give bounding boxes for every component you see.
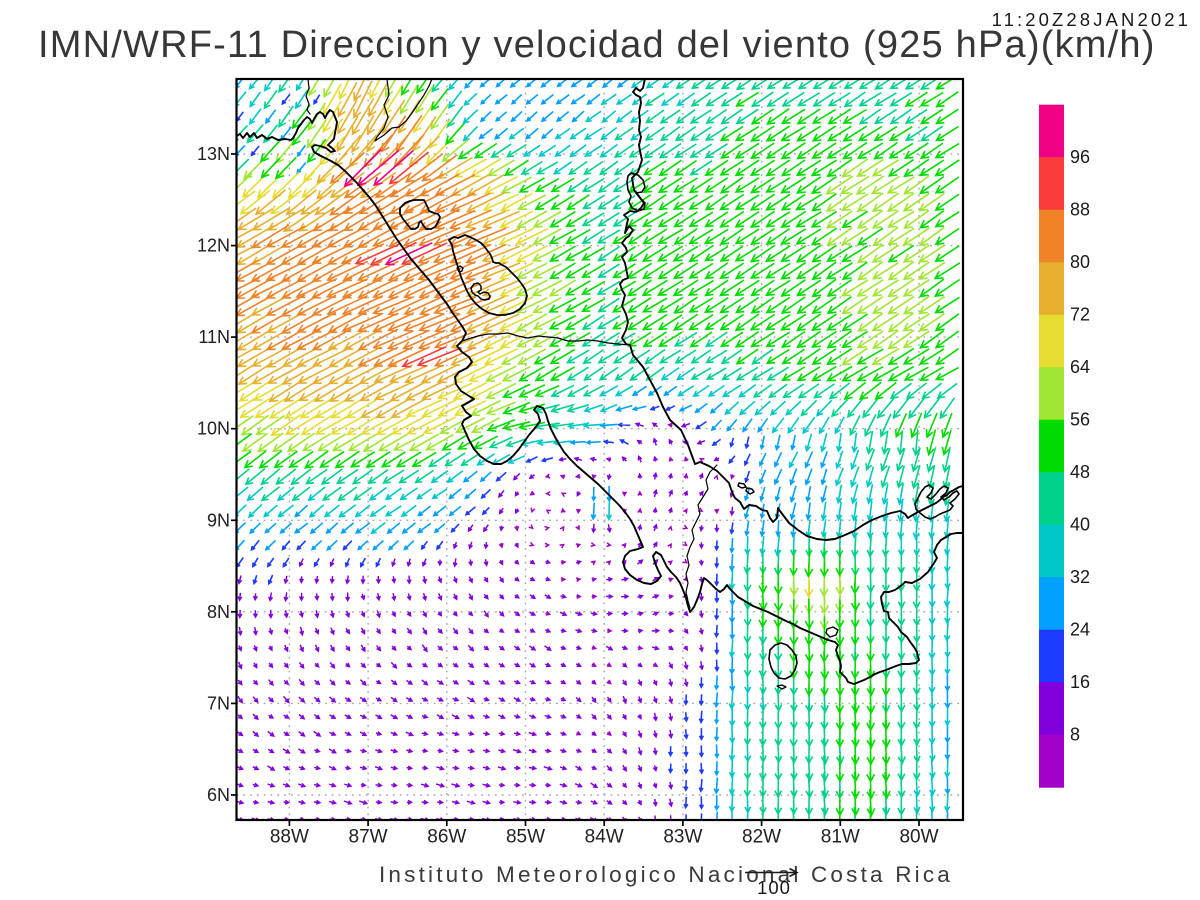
svg-text:80: 80 [1070,252,1090,272]
svg-text:88: 88 [1070,200,1090,220]
svg-text:82W: 82W [742,827,781,848]
svg-text:9N: 9N [207,510,230,530]
svg-text:88W: 88W [270,827,309,848]
svg-text:10N: 10N [197,419,230,439]
svg-text:85W: 85W [506,827,545,848]
svg-text:Instituto Meteorologico Nacion: Instituto Meteorologico Nacional Costa R… [379,862,953,887]
svg-text:8N: 8N [207,602,230,622]
svg-text:12N: 12N [197,236,230,256]
svg-text:72: 72 [1070,305,1090,325]
svg-text:11:20Z28JAN2021: 11:20Z28JAN2021 [992,9,1191,30]
svg-text:87W: 87W [349,827,388,848]
svg-text:64: 64 [1070,357,1090,377]
svg-text:96: 96 [1070,147,1090,167]
svg-text:8: 8 [1070,725,1080,745]
svg-text:84W: 84W [585,827,624,848]
svg-text:32: 32 [1070,567,1090,587]
svg-text:IMN/WRF-11 Direccion y velocid: IMN/WRF-11 Direccion y velocidad del vie… [38,24,1156,66]
svg-text:80W: 80W [899,827,938,848]
svg-text:81W: 81W [821,827,860,848]
svg-text:100: 100 [757,877,791,898]
svg-text:48: 48 [1070,462,1090,482]
svg-text:56: 56 [1070,410,1090,430]
svg-text:13N: 13N [197,144,230,164]
svg-text:40: 40 [1070,515,1090,535]
svg-text:16: 16 [1070,672,1090,692]
svg-text:6N: 6N [207,785,230,805]
svg-text:83W: 83W [663,827,702,848]
svg-text:24: 24 [1070,620,1090,640]
svg-text:86W: 86W [427,827,466,848]
svg-text:11N: 11N [198,327,230,347]
svg-text:7N: 7N [207,693,230,713]
